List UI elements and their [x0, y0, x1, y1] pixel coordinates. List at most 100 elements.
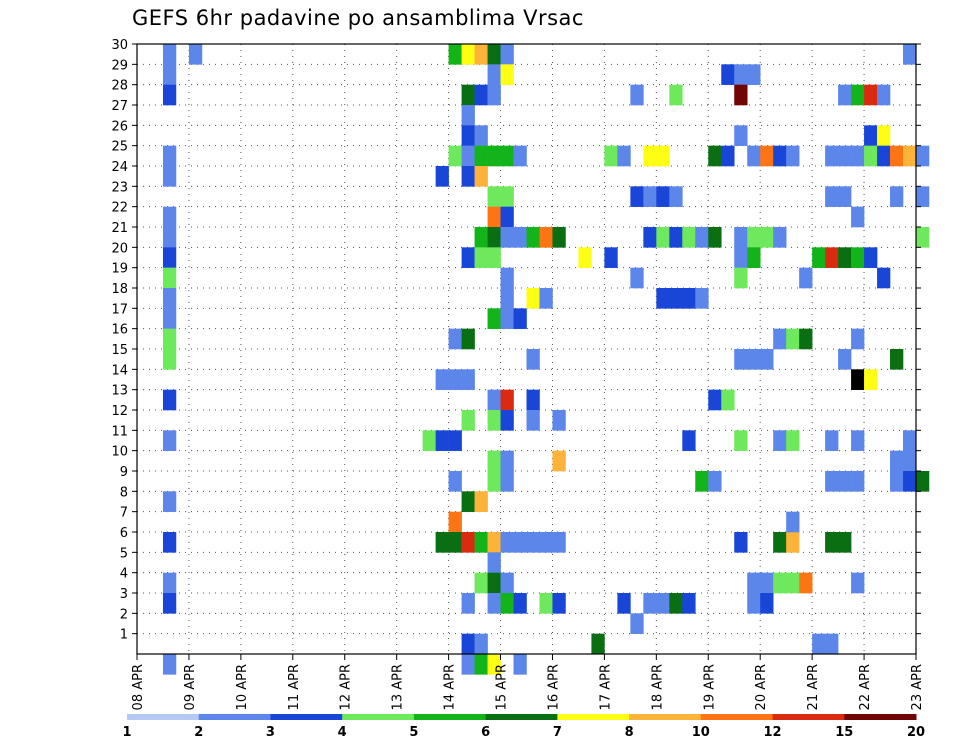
- heatmap-cell: [734, 267, 748, 289]
- heatmap-cell: [552, 410, 566, 431]
- heatmap-cell: [812, 633, 826, 655]
- heatmap-cell: [162, 308, 177, 329]
- x-tick-label: 10 APR: [235, 664, 250, 710]
- heatmap-cell: [734, 349, 748, 370]
- y-tick-label: 20: [111, 241, 128, 256]
- heatmap-cell: [487, 552, 501, 573]
- colorbar-segment: [772, 714, 845, 720]
- heatmap-cell: [604, 145, 618, 167]
- heatmap-cell: [487, 145, 501, 167]
- heatmap-cell: [474, 227, 488, 248]
- colorbar-segment: [342, 714, 415, 720]
- heatmap-cell: [513, 227, 527, 248]
- heatmap-cell: [448, 44, 462, 65]
- heatmap-cell: [487, 227, 501, 248]
- colorbar-segment: [485, 714, 558, 720]
- heatmap-cell: [617, 593, 631, 614]
- heatmap-cell: [734, 532, 748, 553]
- y-tick-label: 23: [111, 180, 128, 195]
- y-tick-label: 5: [120, 546, 128, 561]
- heatmap-cell: [162, 532, 177, 553]
- heatmap-cell: [643, 186, 657, 207]
- y-tick-label: 13: [111, 384, 128, 399]
- heatmap-cell: [825, 145, 839, 167]
- heatmap-cell: [838, 471, 852, 492]
- heatmap-cell: [747, 64, 761, 85]
- heatmap-cell: [461, 84, 475, 106]
- heatmap-cell: [838, 145, 852, 167]
- y-tick-label: 2: [120, 607, 128, 622]
- heatmap-cell: [890, 145, 904, 167]
- heatmap-cell: [630, 84, 644, 106]
- colorbar-segment: [270, 714, 343, 720]
- heatmap-cell: [487, 64, 501, 85]
- heatmap-cell: [500, 410, 514, 431]
- heatmap-cell: [448, 369, 462, 390]
- heatmap-cell: [162, 166, 177, 187]
- x-tick-label: 21 APR: [806, 664, 821, 710]
- heatmap-cell: [474, 633, 488, 655]
- y-tick-label: 21: [111, 221, 128, 236]
- heatmap-cell: [487, 450, 501, 472]
- heatmap-cell: [448, 430, 462, 451]
- heatmap-cell: [682, 593, 696, 614]
- heatmap-cell: [461, 654, 475, 675]
- heatmap-cell: [526, 349, 540, 370]
- heatmap-cell: [461, 145, 475, 167]
- heatmap-cell: [474, 84, 488, 106]
- heatmap-cell: [708, 227, 722, 248]
- heatmap-cell: [474, 247, 488, 268]
- heatmap-cell: [838, 186, 852, 207]
- heatmap-cell: [461, 166, 475, 187]
- heatmap-cell: [851, 328, 865, 350]
- heatmap-cell: [903, 471, 917, 492]
- heatmap-cell: [500, 389, 514, 411]
- y-tick-label: 17: [111, 302, 128, 317]
- heatmap-cell: [162, 593, 177, 614]
- heatmap-cell: [786, 572, 800, 594]
- heatmap-cell: [760, 227, 774, 248]
- heatmap-cell: [162, 328, 177, 350]
- heatmap-cell: [487, 247, 501, 268]
- x-tick-label: 18 APR: [650, 664, 665, 710]
- heatmap-cell: [162, 206, 177, 228]
- x-tick-label: 22 APR: [858, 664, 873, 710]
- heatmap-cell: [773, 145, 787, 167]
- heatmap-cell: [851, 471, 865, 492]
- heatmap-cell: [513, 145, 527, 167]
- heatmap-cell: [760, 593, 774, 614]
- heatmap-cell: [526, 288, 540, 309]
- heatmap-cell: [162, 430, 177, 451]
- heatmap-cell: [500, 206, 514, 228]
- y-tick-label: 1: [120, 628, 128, 643]
- heatmap-cell: [812, 247, 826, 268]
- heatmap-cell: [643, 227, 657, 248]
- heatmap-cell: [799, 328, 813, 350]
- heatmap-cell: [825, 247, 839, 268]
- heatmap-cell: [656, 288, 670, 309]
- x-tick-label: 19 APR: [702, 664, 717, 710]
- colorbar-segment: [629, 714, 702, 720]
- heatmap-cell: [448, 328, 462, 350]
- heatmap-cell: [747, 247, 761, 268]
- colorbar-segment: [198, 714, 271, 720]
- heatmap-cell: [487, 410, 501, 431]
- x-tick-label: 13 APR: [391, 664, 406, 710]
- heatmap-cell: [461, 328, 475, 350]
- heatmap-cell: [461, 105, 475, 126]
- colorbar-label: 8: [625, 725, 634, 740]
- heatmap-cell: [526, 410, 540, 431]
- heatmap-cell: [643, 145, 657, 167]
- y-tick-label: 8: [120, 485, 128, 500]
- heatmap-cell: [773, 328, 787, 350]
- heatmap-cell: [851, 247, 865, 268]
- heatmap-cell: [890, 471, 904, 492]
- heatmap-cell: [188, 44, 203, 65]
- heatmap-cell: [578, 247, 592, 268]
- y-tick-label: 26: [111, 119, 128, 134]
- heatmap-cell: [461, 410, 475, 431]
- heatmap-cell: [539, 532, 553, 553]
- heatmap-cell: [500, 532, 514, 553]
- heatmap-cell: [552, 450, 566, 472]
- heatmap-cell: [487, 654, 501, 675]
